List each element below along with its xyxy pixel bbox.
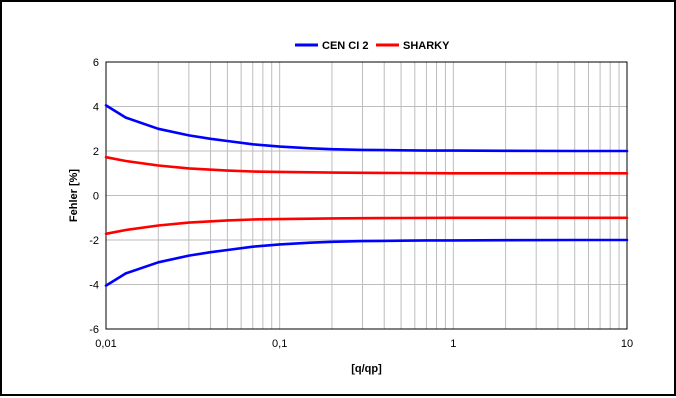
y-tick-label: 4 [93,102,99,114]
legend-label-sharky: SHARKY [403,40,450,52]
x-tick-label: 0,01 [95,338,116,350]
x-tick-label: 1 [450,338,456,350]
x-tick-label: 0,1 [272,338,287,350]
series-line-sharky-upper [104,155,629,175]
grid-layer [105,61,628,330]
x-tick-label: 10 [621,338,633,350]
series-line-cen-ci-2-lower [104,238,629,287]
tick-labels: 6 4 2 0 -2 -4 -6 0,01 0,1 1 10 [89,57,633,350]
y-tick-label: 2 [93,146,99,158]
x-axis-title: [q/qp] [351,363,382,375]
y-tick-label: -6 [89,324,99,336]
y-tick-label: -2 [89,235,99,247]
y-tick-label: 6 [93,57,99,69]
series-layer [104,104,629,287]
series-line-sharky-lower [104,216,629,236]
y-tick-label: -4 [89,280,99,292]
legend: CEN CI 2 SHARKY [295,40,450,52]
y-axis-title: Fehler [%] [68,169,80,223]
legend-label-cen-ci-2: CEN CI 2 [322,40,368,52]
y-tick-label: 0 [93,191,99,203]
plot-area-border [105,61,628,330]
series-line-cen-ci-2-upper [104,104,629,153]
